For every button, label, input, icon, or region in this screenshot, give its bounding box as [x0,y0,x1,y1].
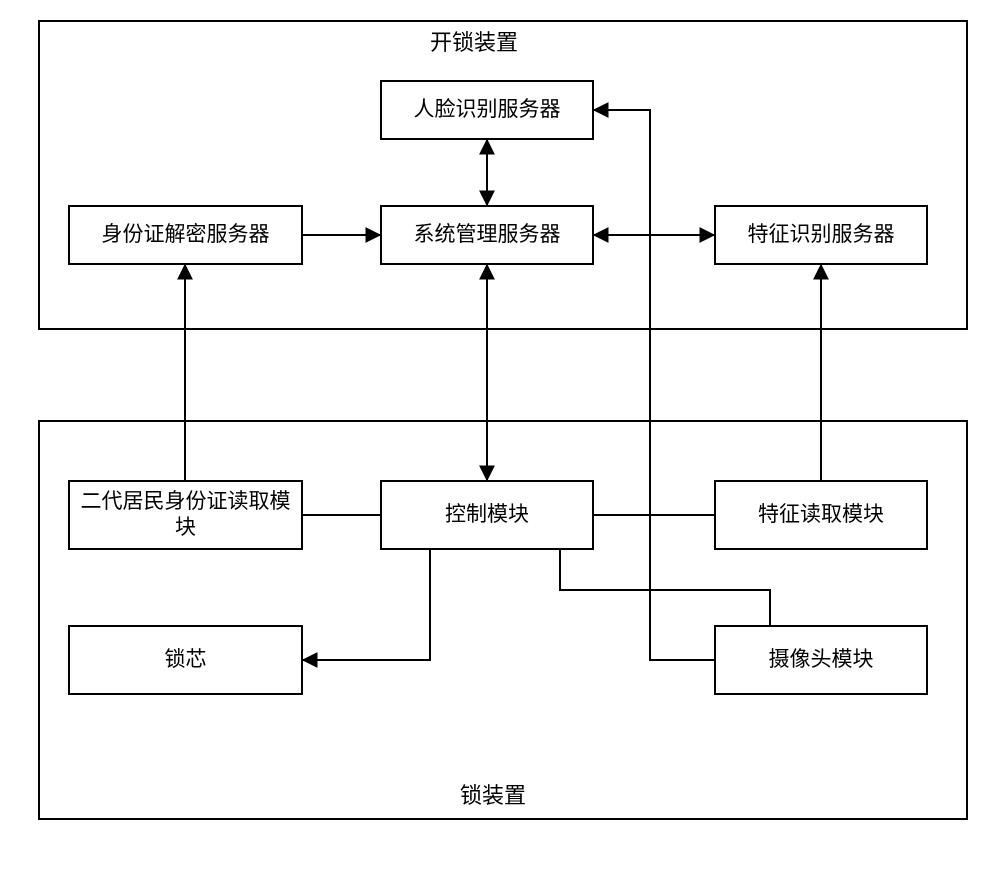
node-featsrv: 特征识别服务器 [714,205,928,265]
node-featread: 特征读取模块 [714,480,928,550]
region-title-lock: 锁装置 [460,778,526,810]
node-lockcore: 锁芯 [68,625,303,695]
node-face: 人脸识别服务器 [380,80,594,140]
node-camera: 摄像头模块 [714,625,928,695]
node-ctrl: 控制模块 [380,480,594,550]
diagram-canvas: 开锁装置锁装置 人脸识别服务器身份证解密服务器 系统管理服务器 特征识别服务器二代居民… [0,0,1000,875]
node-sysmgr: 系统管理服务器 [380,205,594,265]
region-unlock [38,20,968,330]
node-idserver: 身份证解密服务器 [68,205,303,265]
region-title-unlock: 开锁装置 [430,25,518,57]
node-idreader: 二代居民身份证读取模块 [68,480,303,550]
